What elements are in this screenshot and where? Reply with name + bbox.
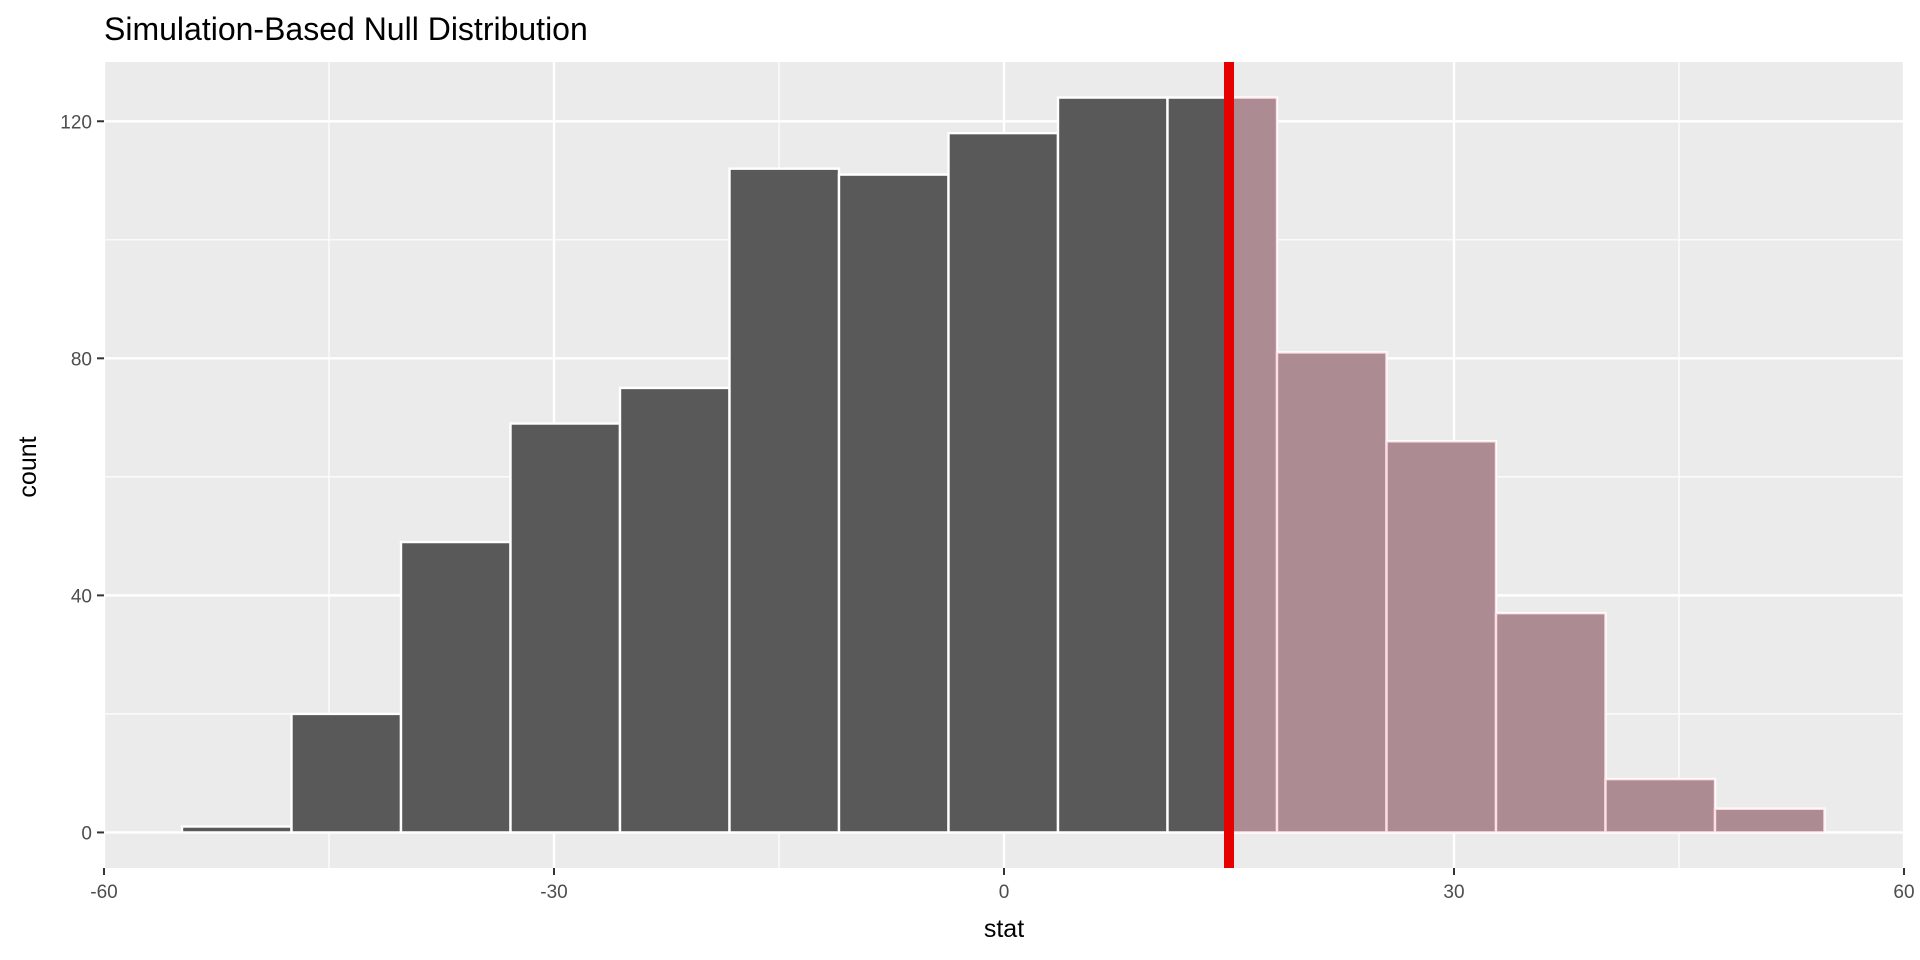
histogram-bar bbox=[292, 714, 402, 833]
shaded-bar-segment bbox=[1229, 98, 1277, 833]
histogram-bar bbox=[511, 424, 621, 833]
x-tick-label: 30 bbox=[1443, 882, 1464, 903]
shaded-bar-segment bbox=[1606, 779, 1716, 832]
x-axis-title: stat bbox=[984, 915, 1024, 943]
x-tick-label: -60 bbox=[90, 882, 117, 903]
y-tick-label: 40 bbox=[71, 586, 92, 607]
histogram-bar bbox=[949, 133, 1059, 832]
shaded-bar-segment bbox=[1715, 809, 1825, 833]
x-tick-label: 0 bbox=[999, 882, 1010, 903]
histogram-bar bbox=[401, 542, 511, 832]
histogram-bar bbox=[839, 175, 949, 833]
histogram-bar bbox=[730, 169, 840, 833]
shaded-bar-segment bbox=[1496, 613, 1606, 832]
histogram-bar bbox=[1058, 98, 1168, 833]
y-tick-label: 80 bbox=[71, 349, 92, 370]
y-axis-title: count bbox=[14, 436, 42, 497]
y-tick-label: 0 bbox=[81, 823, 92, 844]
x-tick-label: 60 bbox=[1893, 882, 1914, 903]
shaded-bar-segment bbox=[1277, 352, 1387, 832]
y-tick-label: 120 bbox=[60, 112, 92, 133]
chart-title: Simulation-Based Null Distribution bbox=[104, 11, 588, 47]
x-tick-label: -30 bbox=[540, 882, 567, 903]
shaded-bar-segment bbox=[1387, 441, 1497, 832]
histogram-bar bbox=[620, 388, 730, 832]
histogram-bar bbox=[182, 827, 292, 833]
